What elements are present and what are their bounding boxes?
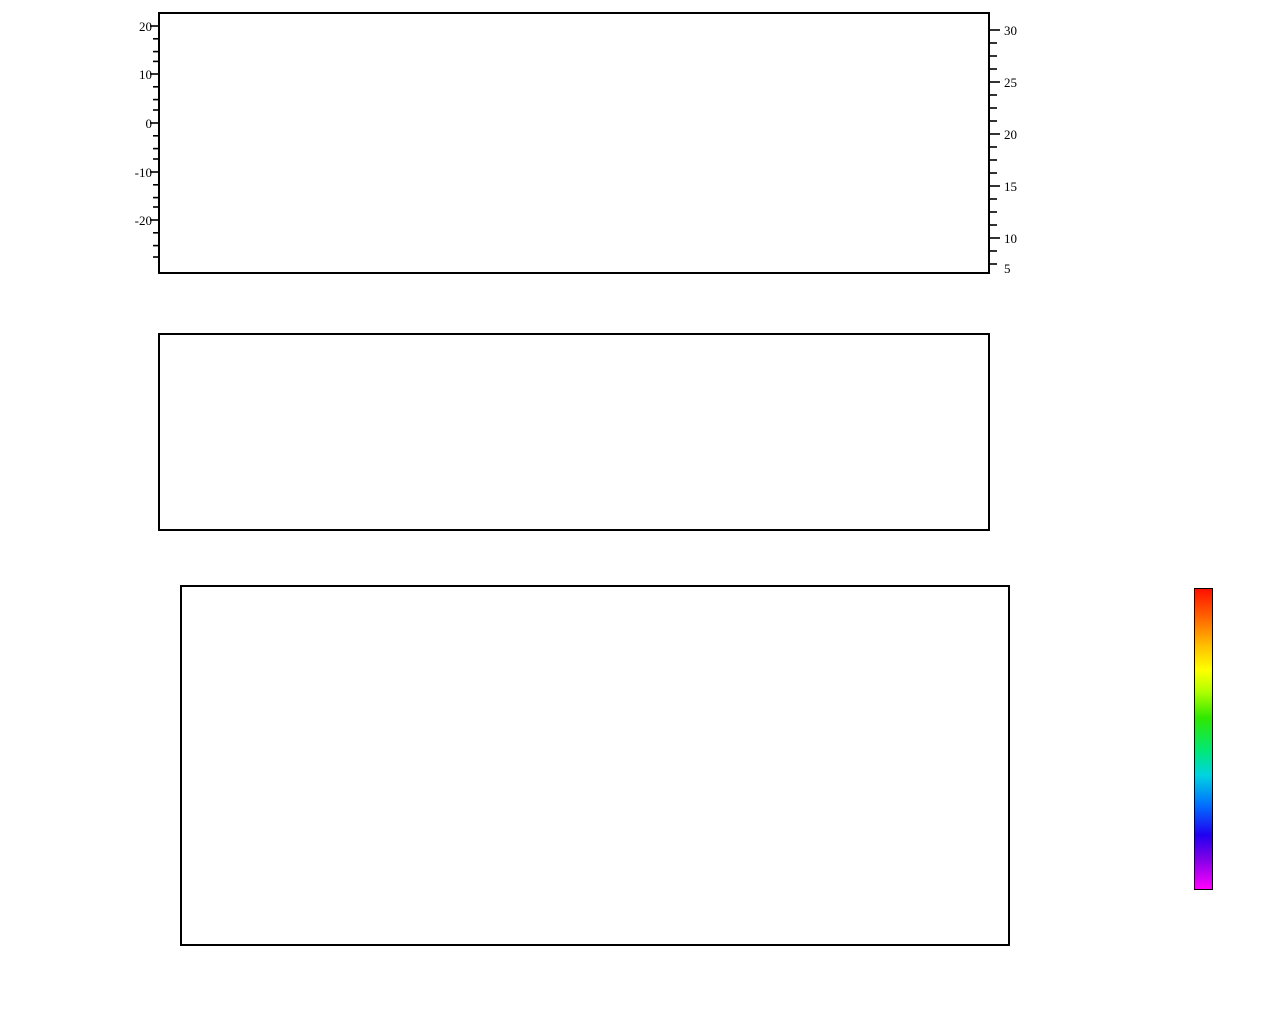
spectrogram-left-axis-label [8, 740, 48, 900]
colorbar-tickmarks [1211, 588, 1221, 890]
spectrogram-right-axis-label [1098, 690, 1154, 870]
spectrogram-panel [0, 560, 1180, 1000]
spectrogram-image [182, 587, 1008, 944]
magnetic-traces [160, 14, 988, 272]
spectrogram-right-ticks [1024, 585, 1074, 946]
spectrogram-x-labels [180, 960, 1010, 980]
magnetic-right-tickmarks [990, 29, 1000, 265]
pitch-left-tickmarks [148, 333, 160, 531]
spectrogram-right-tickmarks [1010, 585, 1022, 946]
pitch-plot-area [158, 333, 990, 531]
colorbar [1190, 566, 1280, 926]
magnetic-x-labels [158, 288, 990, 308]
pitch-x-tickmarks [158, 531, 990, 543]
spectrogram-x-tickmarks [180, 946, 1010, 958]
colorbar-tick-labels [1222, 588, 1272, 890]
pitch-right-axis-label [1040, 398, 1080, 508]
pitch-right-ticks [1004, 333, 1044, 531]
magnetic-right-axis-label [1030, 100, 1072, 210]
magnetic-left-axis-label [46, 60, 90, 240]
magnetic-panel: 20 10 0 -10 -20 [0, 0, 1060, 320]
spectrogram-left-tickmarks [170, 585, 182, 946]
pitch-traces [160, 335, 988, 529]
spectrogram-left-ticks [130, 585, 174, 946]
magnetic-right-ticks: 30 25 20 15 10 5 [1004, 23, 1017, 276]
magnetic-plot-area [158, 12, 990, 274]
magnetic-left-tickmarks [150, 25, 160, 258]
pitch-left-axis-label [20, 382, 60, 492]
spectrogram-plot-area [180, 585, 1010, 946]
colorbar-gradient [1194, 588, 1213, 890]
pitch-angle-panel [0, 320, 1060, 560]
pitch-right-tickmarks [990, 333, 1002, 531]
magnetic-x-tickmarks [158, 274, 990, 286]
magnetic-left-ticks: 20 10 0 -10 -20 [134, 19, 152, 228]
